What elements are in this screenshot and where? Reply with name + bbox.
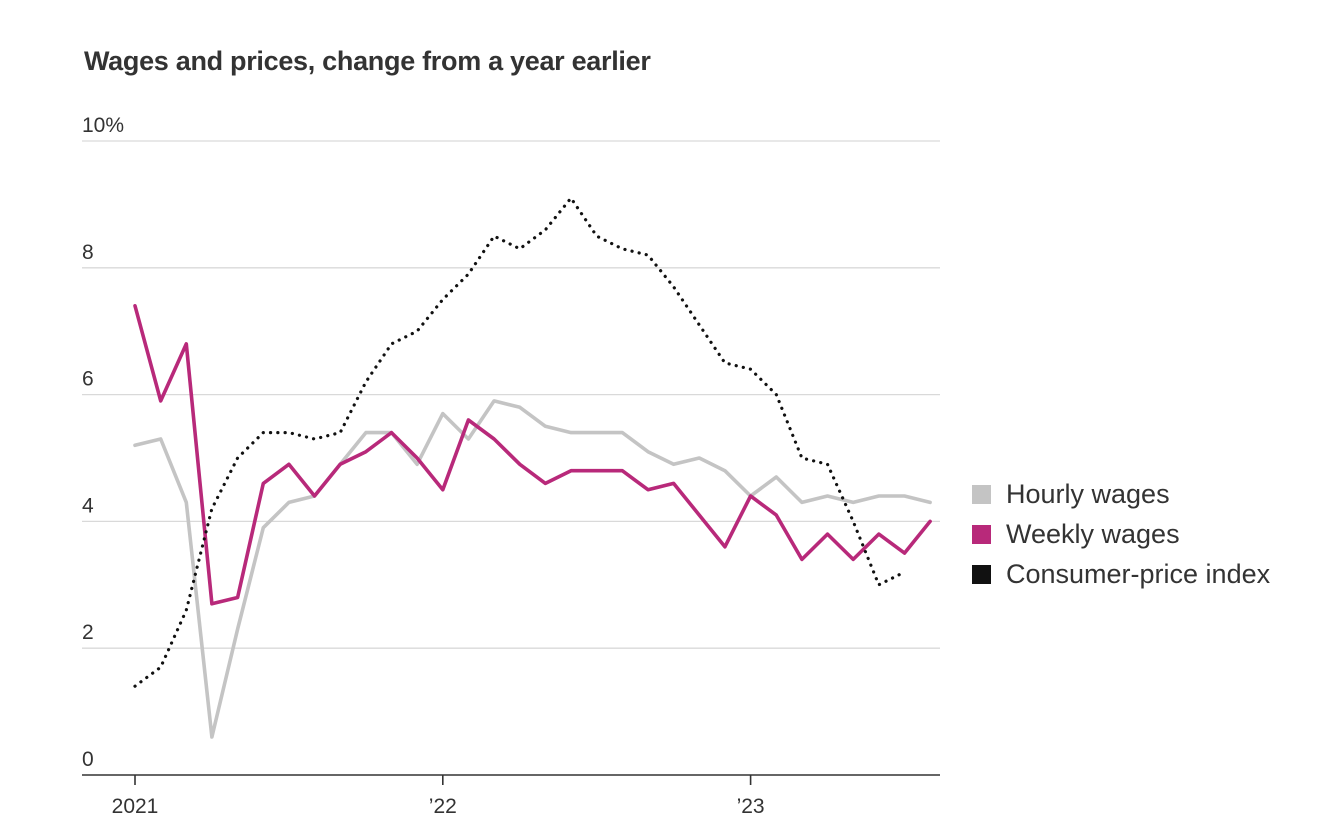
y-tick-label-0: 0 xyxy=(82,748,94,771)
x-tick-label-0: 2021 xyxy=(112,795,159,818)
legend-swatch-hourly xyxy=(972,484,991,504)
legend: Hourly wages Weekly wages Consumer-price… xyxy=(972,474,1270,594)
y-tick-label-6: 6 xyxy=(82,368,94,391)
series-line-hourly-wages xyxy=(133,399,932,739)
y-axis-ticks: 0 2 4 6 8 10% xyxy=(82,114,124,771)
chart-title: Wages and prices, change from a year ear… xyxy=(84,46,651,76)
y-tick-label-2: 2 xyxy=(82,621,94,644)
series-lines xyxy=(133,196,932,739)
x-axis: 2021 ’22 ’23 xyxy=(82,774,940,818)
legend-label-cpi: Consumer-price index xyxy=(1006,558,1271,589)
legend-item-cpi: Consumer-price index xyxy=(972,554,1270,594)
y-tick-label-10: 10% xyxy=(82,114,124,137)
legend-label-weekly: Weekly wages xyxy=(1006,518,1180,549)
y-tick-label-4: 4 xyxy=(82,494,94,517)
series-line-weekly-wages xyxy=(133,303,932,606)
legend-swatch-cpi xyxy=(972,564,991,584)
legend-swatch-weekly xyxy=(972,524,991,544)
series-line-consumer-price-index xyxy=(133,196,907,688)
x-tick-label-24: ’23 xyxy=(737,795,765,818)
x-tick-label-12: ’22 xyxy=(429,795,457,818)
legend-label-hourly: Hourly wages xyxy=(1006,478,1170,509)
y-tick-label-8: 8 xyxy=(82,241,94,264)
legend-item-weekly-wages: Weekly wages xyxy=(972,514,1270,554)
legend-item-hourly-wages: Hourly wages xyxy=(972,474,1270,514)
gridlines xyxy=(82,140,940,649)
